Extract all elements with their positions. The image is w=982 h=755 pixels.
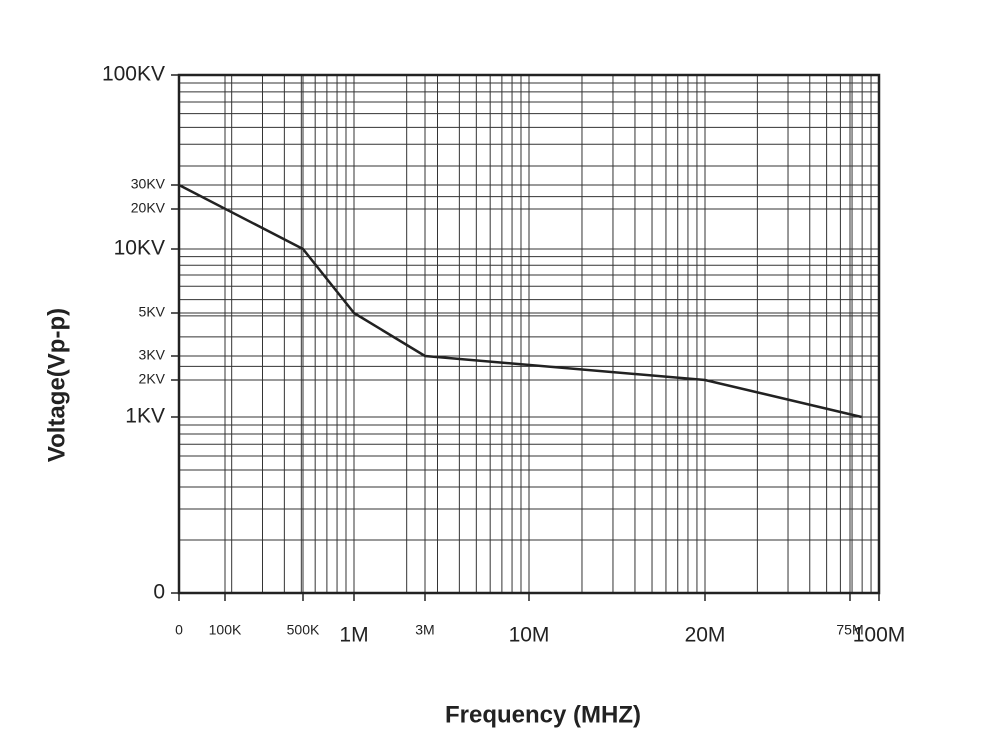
y-tick-label: 10KV (114, 237, 165, 260)
x-tick-label: 3M (415, 622, 434, 638)
y-tick-label: 20KV (131, 200, 166, 216)
x-tick-label: 10M (509, 624, 550, 647)
x-tick-label: 100M (853, 624, 906, 647)
y-tick-label: 100KV (102, 63, 165, 86)
y-axis-label: Voltage(Vp-p) (43, 308, 70, 462)
x-tick-label: 0 (175, 622, 183, 638)
y-tick-label: 1KV (125, 405, 165, 428)
y-tick-label: 0 (153, 581, 165, 604)
plot-border (177, 73, 881, 595)
y-tick-label: 3KV (139, 347, 166, 363)
x-tick-label: 100K (209, 622, 242, 638)
x-tick-label: 1M (339, 624, 368, 647)
x-tick-label: 500K (287, 622, 320, 638)
y-tick-label: 30KV (131, 176, 166, 192)
y-tick-label: 5KV (139, 304, 166, 320)
x-tick-label: 75M (836, 622, 863, 638)
data-line (178, 183, 862, 419)
x-tick-label: 20M (685, 624, 726, 647)
x-axis-label: Frequency (MHZ) (445, 701, 641, 728)
y-tick-label: 2KV (139, 371, 166, 387)
